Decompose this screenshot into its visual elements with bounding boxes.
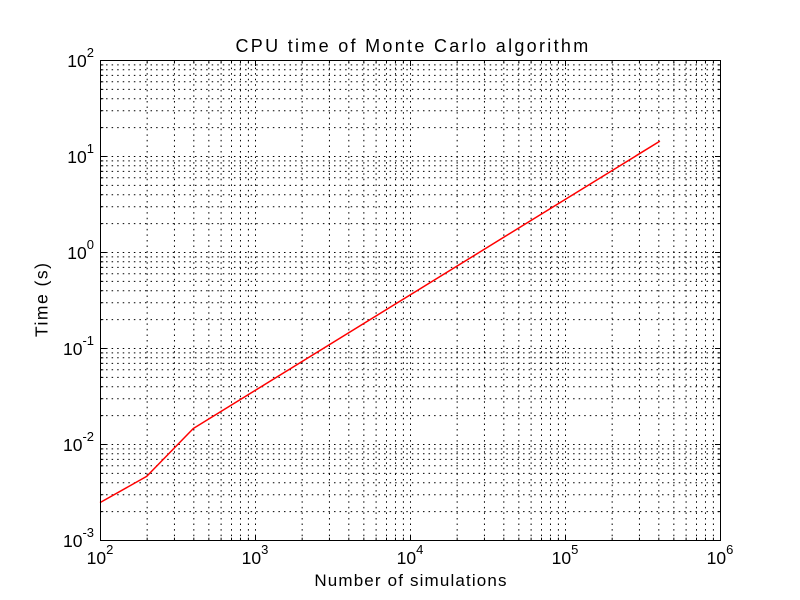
svg-text:Number of simulations: Number of simulations <box>314 571 507 590</box>
svg-text:Time (s): Time (s) <box>32 262 52 338</box>
svg-text:CPU time of Monte Carlo algori: CPU time of Monte Carlo algorithm <box>236 36 591 56</box>
